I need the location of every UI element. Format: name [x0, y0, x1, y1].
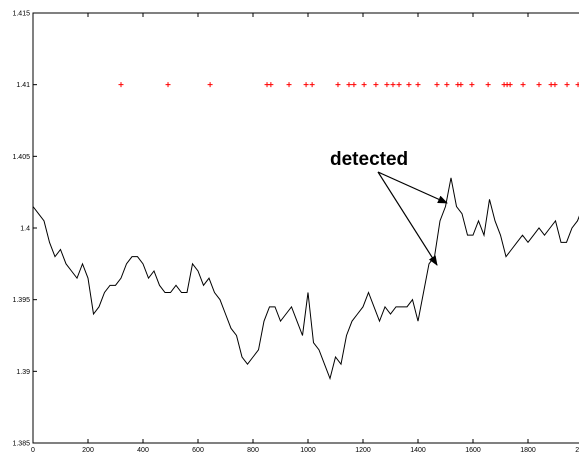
marker — [373, 82, 379, 88]
x-tick-label: 800 — [247, 447, 259, 454]
marker — [507, 82, 513, 88]
marker — [351, 82, 357, 88]
marker — [520, 82, 526, 88]
y-tick-label: 1.395 — [12, 297, 30, 304]
x-tick-label: 200 — [82, 447, 94, 454]
marker — [444, 82, 450, 88]
marker — [346, 82, 352, 88]
y-tick-label: 1.4 — [20, 226, 30, 233]
marker — [303, 82, 309, 88]
marker — [406, 82, 412, 88]
marker — [552, 82, 558, 88]
y-tick-label: 1.385 — [12, 441, 30, 448]
marker — [458, 82, 464, 88]
x-tick-label: 1800 — [520, 447, 536, 454]
marker — [384, 82, 390, 88]
marker — [118, 82, 124, 88]
marker — [396, 82, 402, 88]
x-tick-label: 1600 — [465, 447, 481, 454]
y-tick-label: 1.415 — [12, 11, 30, 18]
x-tick-label: 400 — [137, 447, 149, 454]
annotation-arrow — [377, 171, 448, 204]
annotation-arrow — [377, 171, 438, 266]
x-tick-label: 2000 — [575, 447, 579, 454]
annotation: detected — [330, 149, 408, 170]
x-tick-label: 600 — [192, 447, 204, 454]
x-tick-label: 1200 — [355, 447, 371, 454]
marker — [286, 82, 292, 88]
marker — [485, 82, 491, 88]
marker — [335, 82, 341, 88]
marker — [536, 82, 542, 88]
marker — [165, 82, 171, 88]
x-tick-label: 0 — [31, 447, 35, 454]
marker — [469, 82, 475, 88]
marker — [575, 82, 579, 88]
y-tick-label: 1.41 — [16, 82, 30, 89]
y-tick-label: 1.405 — [12, 154, 30, 161]
y-tick-label: 1.39 — [16, 369, 30, 376]
data-line — [32, 177, 579, 381]
marker — [207, 82, 213, 88]
marker — [309, 82, 315, 88]
marker — [415, 82, 421, 88]
plot-frame — [32, 12, 579, 444]
marker — [434, 82, 440, 88]
x-tick-label: 1000 — [300, 447, 316, 454]
marker — [268, 82, 274, 88]
x-tick-label: 1400 — [410, 447, 426, 454]
marker — [361, 82, 367, 88]
marker — [564, 82, 570, 88]
marker — [390, 82, 396, 88]
